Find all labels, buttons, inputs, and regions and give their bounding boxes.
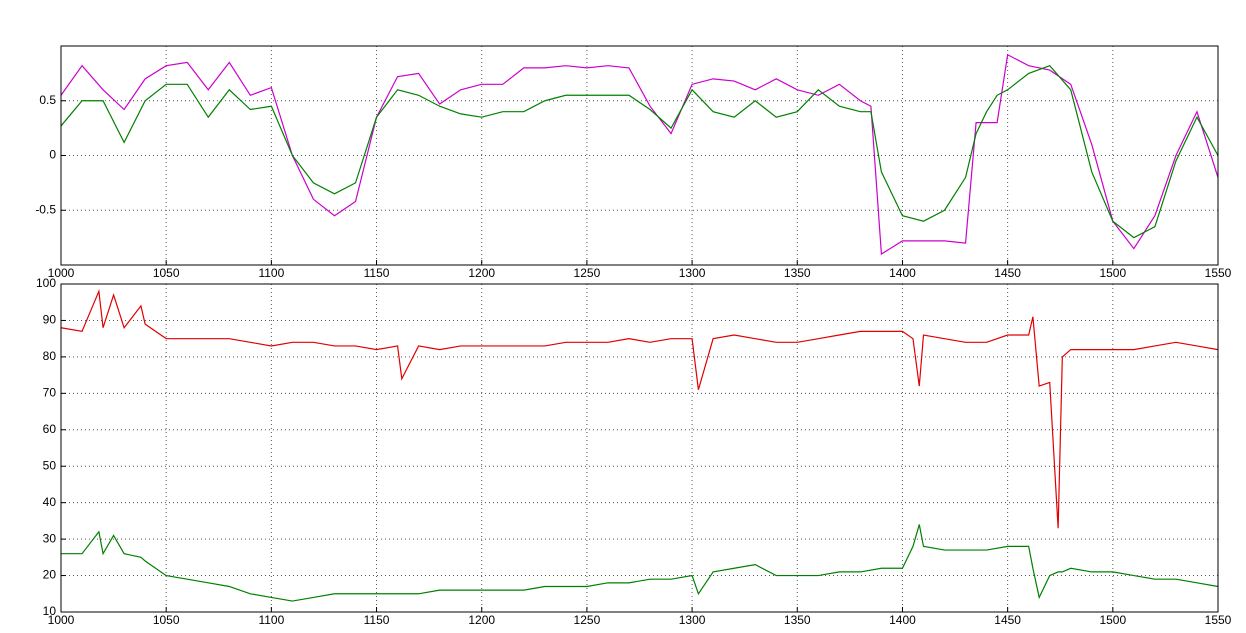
x-tick-label: 1150 — [364, 613, 390, 627]
x-tick-label: 1200 — [468, 266, 495, 280]
x-tick-label: 1400 — [889, 266, 916, 280]
y-tick-label: 40 — [43, 495, 57, 509]
x-tick-label: 1100 — [258, 613, 284, 627]
y-tick-label: 10 — [43, 604, 57, 618]
x-tick-label: 1500 — [1099, 266, 1126, 280]
y-tick-label: 60 — [43, 422, 57, 436]
x-tick-label: 1200 — [468, 613, 495, 627]
x-tick-label: 1550 — [1205, 266, 1232, 280]
x-tick-label: 1300 — [679, 613, 706, 627]
x-tick-label: 1000 — [48, 266, 75, 280]
x-tick-label: 1150 — [364, 266, 390, 280]
y-tick-label: 0.5 — [39, 93, 56, 107]
y-tick-label: 100 — [36, 276, 56, 290]
x-tick-label: 1050 — [153, 266, 180, 280]
y-tick-label: 0 — [49, 148, 56, 162]
data-line — [61, 524, 1219, 602]
y-tick-label: 90 — [43, 313, 57, 327]
x-tick-label: 1250 — [574, 613, 601, 627]
data-line — [60, 53, 1219, 256]
y-tick-label: 50 — [43, 458, 57, 472]
x-tick-label: 1350 — [784, 613, 811, 627]
x-tick-label: 1000 — [48, 613, 75, 627]
x-tick-label: 1300 — [679, 266, 706, 280]
axes-border — [60, 45, 1219, 266]
x-tick-label: 1500 — [1099, 613, 1126, 627]
x-tick-label: 1550 — [1205, 613, 1232, 627]
plot-area — [60, 283, 1219, 613]
y-tick-label: 30 — [43, 531, 57, 545]
data-line — [60, 288, 1219, 529]
axes-border — [60, 283, 1219, 613]
y-tick-label: 20 — [43, 568, 57, 582]
x-tick-label: 1100 — [258, 266, 284, 280]
x-tick-label: 1050 — [153, 613, 180, 627]
data-line — [60, 65, 1219, 239]
x-tick-label: 1450 — [994, 266, 1021, 280]
x-tick-label: 1350 — [784, 266, 811, 280]
x-tick-label: 1250 — [574, 266, 601, 280]
y-tick-label: 70 — [43, 386, 57, 400]
x-tick-label: 1400 — [889, 613, 916, 627]
x-tick-label: 1450 — [994, 613, 1021, 627]
plot-area — [60, 45, 1219, 266]
y-tick-label: -0.5 — [35, 202, 56, 216]
y-tick-label: 80 — [43, 349, 57, 363]
